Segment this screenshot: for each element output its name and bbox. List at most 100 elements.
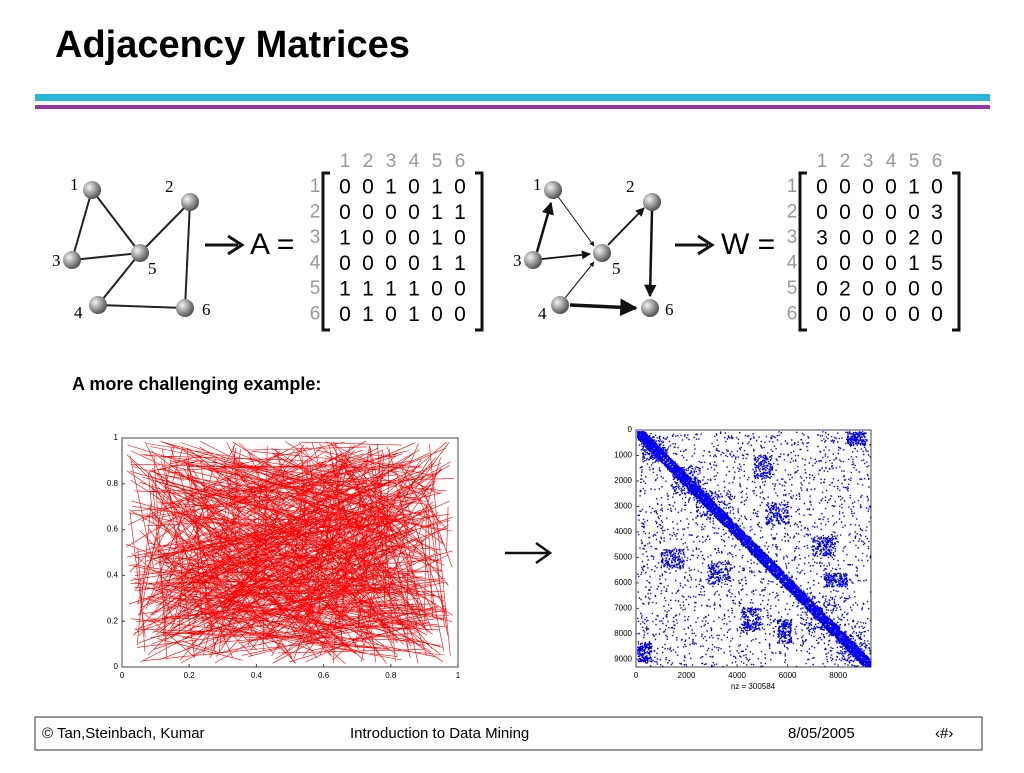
node-label: 3 [52,251,61,270]
x-tick-label: 0.8 [385,671,397,680]
node-label: 4 [538,304,547,323]
row-header: 5 [787,278,798,299]
matrix-entry: 0 [431,278,443,301]
matrix-bracket [798,171,961,332]
node-label: 4 [74,303,83,322]
matrix-entry: 0 [431,303,443,326]
row-header: 3 [787,227,798,248]
column-header: 5 [432,151,443,172]
matrix-entry: 0 [816,176,828,199]
node-label: 2 [626,177,635,196]
y-tick-label: 8000 [614,629,632,638]
matrix-entry: 0 [839,303,851,326]
matrix-entry: 1 [431,176,443,199]
y-tick-label: 0 [628,425,633,434]
column-header: 2 [840,151,851,172]
matrix-entry: 1 [454,252,466,275]
matrix-entry: 0 [816,278,828,301]
y-tick-label: 9000 [614,654,632,663]
matrix-entry: 0 [454,303,466,326]
y-tick-label: 5000 [614,553,632,562]
plot-xlabel: nz = 300584 [731,682,776,691]
matrix-entry: 0 [908,201,920,224]
matrix-entry: 0 [362,252,374,275]
matrix-entry: 1 [408,303,420,326]
matrix-entry: 0 [862,303,874,326]
node-label: 3 [513,251,522,270]
matrix-entry: 0 [408,227,420,250]
matrix-entry: 0 [885,176,897,199]
matrix-entry: 0 [362,227,374,250]
row-header: 6 [310,304,321,325]
column-header: 1 [340,151,351,172]
x-tick-label: 4000 [728,671,746,680]
y-tick-label: 0 [114,662,119,671]
node-label: 1 [70,175,79,194]
matrix-entry: 1 [339,278,351,301]
matrix-entry: 0 [885,303,897,326]
node-label: 5 [148,259,157,278]
matrix-entry: 1 [362,303,374,326]
matrix-label: A = [250,228,294,261]
matrix-entry: 0 [839,201,851,224]
x-tick-label: 1 [456,671,461,680]
row-header: 6 [787,304,798,325]
column-header: 3 [863,151,874,172]
footer-box [34,716,983,751]
matrix-entry: 1 [454,201,466,224]
node-label: 2 [165,177,174,196]
x-tick-label: 0.2 [184,671,196,680]
y-tick-label: 0.2 [107,616,119,625]
y-tick-label: 7000 [614,603,632,612]
row-header: 1 [310,176,321,197]
matrix-entry: 5 [931,252,943,275]
graph-nodes [524,181,661,317]
matrix-entry: 0 [339,201,351,224]
matrix-entry: 0 [339,303,351,326]
graph-drawing [125,440,454,665]
node-label: 6 [665,300,674,319]
column-header: 6 [455,151,466,172]
footer-page: ‹#› [935,725,953,742]
x-tick-label: 2000 [678,671,696,680]
matrix-entry: 1 [908,176,920,199]
arrow [675,234,715,256]
matrix-entry: 1 [408,278,420,301]
matrix-entry: 0 [862,201,874,224]
subheading: A more challenging example: [72,374,321,394]
matrix-entry: 1 [431,227,443,250]
matrix-entry: 1 [431,201,443,224]
matrix-entry: 0 [885,252,897,275]
matrix-entry: 0 [816,201,828,224]
matrix-entry: 1 [431,252,443,275]
y-tick-label: 2000 [614,476,632,485]
title-rule [35,105,990,109]
matrix-entry: 1 [385,278,397,301]
arrow [505,541,553,565]
node-label: 1 [533,175,542,194]
matrix-entry: 0 [931,303,943,326]
matrix-entry: 0 [362,201,374,224]
matrix-entry: 0 [862,176,874,199]
matrix-entry: 0 [408,252,420,275]
row-header: 4 [787,253,798,274]
matrix-entry: 0 [454,227,466,250]
matrix-entry: 0 [816,303,828,326]
y-tick-label: 0.8 [107,479,119,488]
graph-edges [535,190,657,317]
column-header: 6 [932,151,943,172]
matrix-entry: 0 [885,278,897,301]
graph-edges [71,189,191,309]
matrix-entry: 0 [339,176,351,199]
matrix-entry: 0 [862,278,874,301]
y-tick-label: 3000 [614,502,632,511]
matrix-entry: 0 [908,278,920,301]
matrix-entry: 0 [385,252,397,275]
y-tick-label: 6000 [614,578,632,587]
matrix-entry: 1 [362,278,374,301]
row-header: 2 [310,202,321,223]
matrix-entry: 0 [931,278,943,301]
y-tick-label: 0.4 [107,571,119,580]
